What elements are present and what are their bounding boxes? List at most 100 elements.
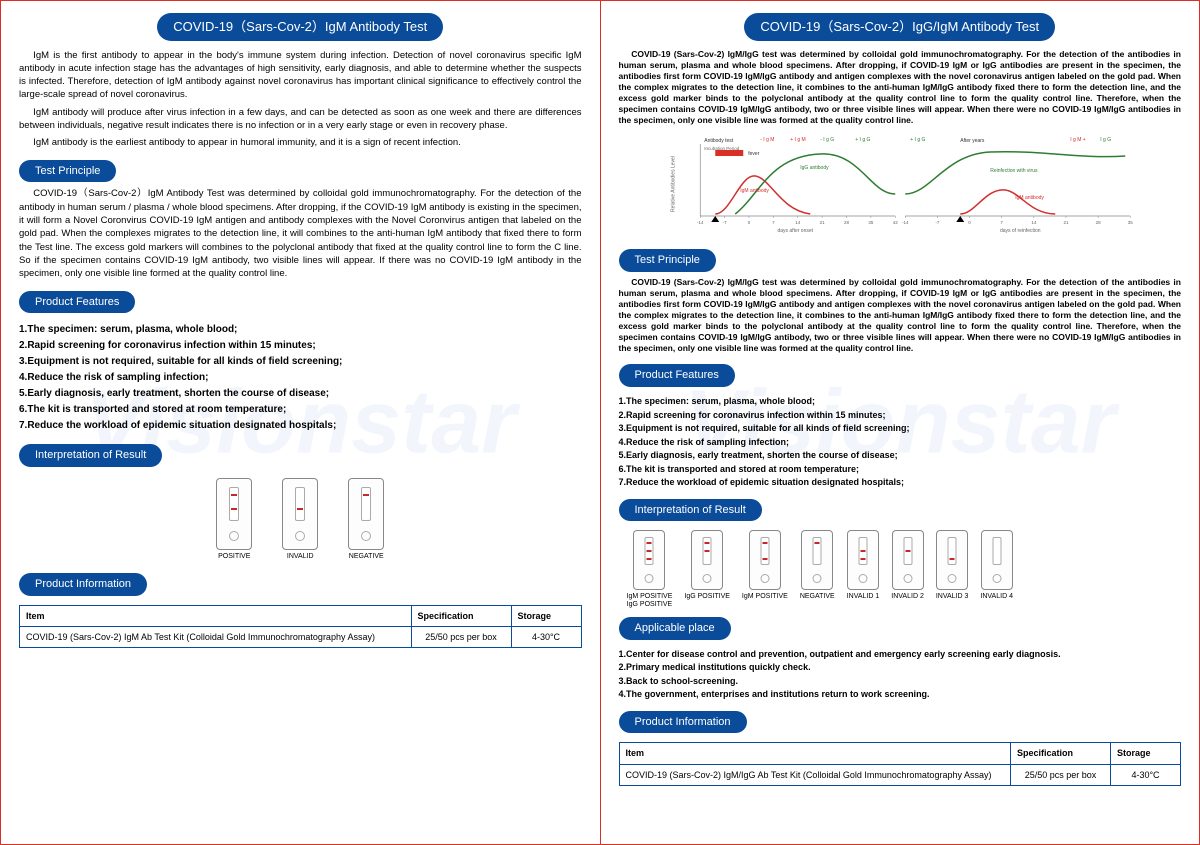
feature-item: 6.The kit is transported and stored at r… <box>619 463 1182 477</box>
cassette: INVALID <box>282 478 318 561</box>
svg-text:0: 0 <box>968 220 971 225</box>
svg-text:IgG antibody: IgG antibody <box>800 165 829 171</box>
left-features-list: 1.The specimen: serum, plasma, whole blo… <box>19 322 582 434</box>
sample-well <box>813 574 822 583</box>
result-line <box>647 558 652 560</box>
left-intro-2: IgM antibody will produce after virus in… <box>19 106 582 133</box>
left-prodinfo-header: Product Information <box>19 573 147 596</box>
result-line <box>762 558 767 560</box>
cassette: POSITIVE <box>216 478 252 561</box>
left-info-table: Item Specification Storage COVID-19 (Sar… <box>19 605 582 648</box>
feature-item: 1.The specimen: serum, plasma, whole blo… <box>19 322 582 338</box>
cassette-body <box>633 530 665 590</box>
right-title: COVID-19（Sars-Cov-2）IgG/IgM Antibody Tes… <box>744 13 1055 41</box>
svg-text:35: 35 <box>1127 220 1133 225</box>
strip-window <box>813 537 822 565</box>
right-intro: COVID-19 (Sars-Cov-2) IgM/IgG test was d… <box>619 49 1182 126</box>
svg-text:fever: fever <box>748 151 759 157</box>
th-spec: Specification <box>411 605 511 626</box>
left-principle-header: Test Principle <box>19 160 116 183</box>
strip-window <box>903 537 912 565</box>
svg-text:7: 7 <box>1000 220 1003 225</box>
svg-text:days of reinfection: days of reinfection <box>999 228 1040 234</box>
svg-text:Incubation Period: Incubation Period <box>704 146 740 151</box>
cassette: IgG POSITIVE <box>684 530 730 608</box>
cassette: INVALID 4 <box>980 530 1013 608</box>
sample-well <box>703 574 712 583</box>
strip-window <box>948 537 957 565</box>
cassette-label: NEGATIVE <box>349 553 384 561</box>
svg-text:IgM antibody: IgM antibody <box>740 188 769 194</box>
result-line <box>231 508 237 510</box>
result-line <box>861 558 866 560</box>
feature-item: 2.Rapid screening for coronavirus infect… <box>619 409 1182 423</box>
antibody-graph: Relative Antibodies Level fever Antibody… <box>619 134 1182 234</box>
sample-well <box>903 574 912 583</box>
result-line <box>647 550 652 552</box>
td-spec: 25/50 pcs per box <box>411 626 511 647</box>
result-line <box>762 542 767 544</box>
svg-text:IgM antibody: IgM antibody <box>1015 195 1044 201</box>
result-line <box>705 550 710 552</box>
th-storage: Storage <box>1111 743 1181 764</box>
left-cassette-row: POSITIVE INVALID NEGATIVE <box>19 478 582 561</box>
svg-text:+ I g M: + I g M <box>790 137 805 143</box>
cassette-body <box>801 530 833 590</box>
left-intro-1: IgM is the first antibody to appear in t… <box>19 49 582 102</box>
right-cassette-row: IgM POSITIVE IgG POSITIVEIgG POSITIVEIgM… <box>619 530 1182 608</box>
th-spec: Specification <box>1011 743 1111 764</box>
svg-text:+ I g G: + I g G <box>855 137 870 143</box>
right-info-table: Item Specification Storage COVID-19 (Sar… <box>619 742 1182 785</box>
result-line <box>705 542 710 544</box>
cassette-body <box>348 478 384 550</box>
result-line <box>297 508 303 510</box>
svg-text:28: 28 <box>843 220 849 225</box>
feature-item: 3.Equipment is not required, suitable fo… <box>619 422 1182 436</box>
cassette: NEGATIVE <box>800 530 835 608</box>
th-item: Item <box>619 743 1011 764</box>
result-line <box>231 494 237 496</box>
sample-well <box>361 531 371 541</box>
cassette-label: INVALID 4 <box>980 593 1013 601</box>
th-item: Item <box>20 605 412 626</box>
svg-text:-7: -7 <box>935 220 939 225</box>
result-line <box>363 494 369 496</box>
svg-text:-14: -14 <box>696 220 703 225</box>
feature-item: 7.Reduce the workload of epidemic situat… <box>19 418 582 434</box>
cassette-label: IgM POSITIVE <box>742 593 788 601</box>
result-line <box>647 542 652 544</box>
feature-item: 5.Early diagnosis, early treatment, shor… <box>619 449 1182 463</box>
strip-window <box>859 537 868 565</box>
strip-window <box>992 537 1001 565</box>
cassette: IgM POSITIVE <box>742 530 788 608</box>
cassette: INVALID 3 <box>936 530 969 608</box>
svg-text:35: 35 <box>868 220 874 225</box>
right-applicable-list: 1.Center for disease control and prevent… <box>619 648 1182 702</box>
cassette-body <box>749 530 781 590</box>
feature-item: 4.Reduce the risk of sampling infection; <box>619 436 1182 450</box>
sample-well <box>229 531 239 541</box>
svg-text:Reinfection with virus: Reinfection with virus <box>990 168 1038 174</box>
right-applicable-header: Applicable place <box>619 617 731 640</box>
svg-text:I g M +: I g M + <box>1070 137 1086 143</box>
cassette: NEGATIVE <box>348 478 384 561</box>
applicable-item: 2.Primary medical institutions quickly c… <box>619 661 1182 675</box>
svg-text:14: 14 <box>795 220 801 225</box>
sample-well <box>295 531 305 541</box>
left-interpretation-header: Interpretation of Result <box>19 444 162 467</box>
right-principle-header: Test Principle <box>619 249 716 272</box>
th-storage: Storage <box>511 605 581 626</box>
td-storage: 4-30°C <box>511 626 581 647</box>
td-storage: 4-30°C <box>1111 764 1181 785</box>
svg-text:days after onset: days after onset <box>777 228 813 234</box>
right-prodinfo-header: Product Information <box>619 711 747 734</box>
page-left: Visionstar COVID-19（Sars-Cov-2）IgM Antib… <box>1 1 601 844</box>
feature-item: 4.Reduce the risk of sampling infection; <box>19 370 582 386</box>
svg-text:21: 21 <box>1063 220 1069 225</box>
strip-window <box>295 487 305 521</box>
cassette-body <box>691 530 723 590</box>
svg-text:Relative Antibodies Level: Relative Antibodies Level <box>670 156 676 212</box>
applicable-item: 4.The government, enterprises and instit… <box>619 688 1182 702</box>
feature-item: 5.Early diagnosis, early treatment, shor… <box>19 386 582 402</box>
feature-item: 1.The specimen: serum, plasma, whole blo… <box>619 395 1182 409</box>
